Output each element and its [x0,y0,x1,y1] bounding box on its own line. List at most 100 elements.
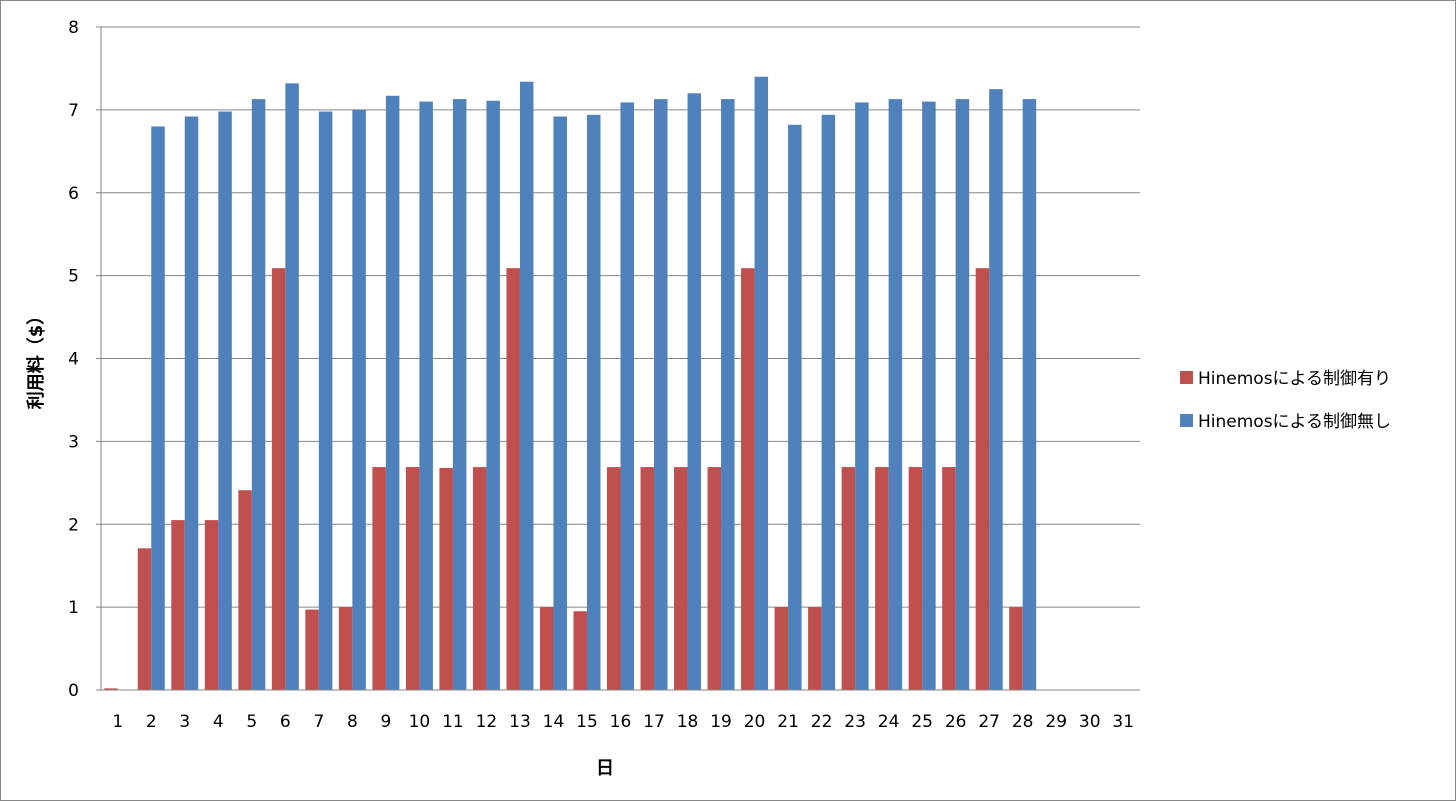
x-tick-label-8: 8 [347,712,358,732]
bar-s0-day-3 [171,520,185,690]
bar-s0-day-26 [942,467,956,690]
x-tick-label-12: 12 [476,712,498,732]
x-tick-label-30: 30 [1079,712,1101,732]
x-tick-label-6: 6 [280,712,291,732]
x-tick-label-26: 26 [945,712,967,732]
bar-s0-day-24 [875,467,889,690]
y-tick-labels: 0 1 2 3 4 5 6 7 8 [68,18,79,701]
legend-label-uncontrolled: Hinemosによる制御無し [1198,412,1391,432]
bar-s0-day-18 [674,467,688,690]
bar-s0-day-4 [204,520,219,690]
x-tick-label-31: 31 [1112,712,1134,732]
y-tick-label-3: 3 [68,432,79,452]
legend-swatch-controlled [1180,371,1193,384]
bar-s1-day-25 [922,101,936,690]
bar-s0-day-23 [841,467,856,690]
bar-s0-day-5 [238,490,252,690]
y-tick-label-7: 7 [68,101,79,121]
axes [96,26,1140,691]
x-tick-label-20: 20 [744,712,766,732]
bar-s1-day-19 [721,99,735,690]
bar-s1-day-6 [285,83,299,691]
x-tick-label-27: 27 [978,712,1000,732]
bar-s1-day-12 [486,100,500,691]
bar-s0-day-27 [975,268,990,690]
bar-s0-day-11 [439,467,453,690]
bar-s1-day-8 [352,109,366,690]
bar-s1-day-23 [855,102,869,690]
bar-s0-day-22 [808,607,822,690]
x-axis-title: 日 [596,758,614,779]
x-tick-label-28: 28 [1012,712,1034,732]
x-tick-label-3: 3 [179,712,190,732]
bar-s1-day-13 [519,81,534,690]
x-tick-label-16: 16 [610,712,632,732]
x-tick-label-29: 29 [1045,712,1067,732]
bar-s0-day-28 [1009,607,1023,690]
y-tick-label-0: 0 [68,681,79,701]
bar-s0-day-7 [305,609,319,690]
x-tick-labels: 1 2 3 4 5 6 7 8 9 10 11 12 13 14 15 16 17 18 19 20 21 22 23 24 2… [112,712,1134,732]
x-tick-label-14: 14 [543,712,565,732]
x-tick-label-25: 25 [911,712,933,732]
bar-s0-day-25 [908,467,923,690]
x-tick-label-13: 13 [509,712,531,732]
bar-s0-day-12 [472,467,487,690]
bar-s1-day-20 [754,76,769,691]
x-tick-label-2: 2 [146,712,157,732]
x-tick-label-22: 22 [811,712,833,732]
y-tick-label-6: 6 [68,184,79,204]
bar-s1-day-2 [151,126,165,690]
bar-s1-day-28 [1022,99,1037,690]
bar-s0-day-19 [707,467,722,690]
bar-s1-day-7 [318,111,333,691]
x-tick-label-1: 1 [112,712,123,732]
x-tick-label-24: 24 [878,712,900,732]
y-tick-label-5: 5 [68,267,79,287]
bar-s0-day-8 [338,607,353,690]
x-tick-label-18: 18 [677,712,699,732]
bar-s1-day-4 [218,111,232,691]
bars [104,76,1037,691]
y-tick-label-1: 1 [68,598,79,618]
bar-s1-day-9 [385,95,400,690]
legend-swatch-uncontrolled [1180,414,1193,427]
bar-s0-day-6 [271,268,286,690]
bar-s0-day-1 [104,688,118,690]
bar-s1-day-3 [184,116,199,690]
bar-s1-day-26 [955,99,970,690]
bar-s0-day-17 [640,467,655,690]
bar-s0-day-20 [741,268,755,690]
bar-s1-day-18 [687,93,702,691]
bar-s0-day-15 [573,611,587,690]
y-tick-label-4: 4 [68,350,79,370]
x-tick-label-15: 15 [576,712,598,732]
bar-s1-day-10 [419,101,433,690]
bar-s1-day-21 [788,124,802,691]
bar-s1-day-27 [989,89,1003,690]
bar-s1-day-17 [654,99,668,690]
y-tick-label-8: 8 [68,18,79,38]
legend-label-controlled: Hinemosによる制御有り [1198,369,1391,389]
bar-s1-day-5 [251,99,266,690]
x-tick-label-7: 7 [313,712,324,732]
x-tick-label-17: 17 [643,712,665,732]
x-tick-label-23: 23 [844,712,866,732]
legend: Hinemosによる制御有り Hinemosによる制御無し [1180,369,1391,432]
x-tick-label-5: 5 [246,712,257,732]
bar-s1-day-11 [452,99,467,690]
y-tick-label-2: 2 [68,515,79,535]
x-tick-label-4: 4 [213,712,224,732]
bar-s1-day-15 [586,114,601,690]
bar-s1-day-14 [553,116,567,690]
x-tick-label-9: 9 [380,712,391,732]
bar-s0-day-14 [539,607,554,690]
bar-s1-day-24 [888,99,903,690]
x-tick-label-11: 11 [442,712,464,732]
bar-s0-day-2 [137,548,152,690]
bar-s0-day-10 [405,467,420,690]
x-tick-label-19: 19 [710,712,732,732]
bar-s0-day-16 [607,467,621,690]
bar-s0-day-13 [506,268,520,690]
bar-s0-day-9 [372,467,386,690]
